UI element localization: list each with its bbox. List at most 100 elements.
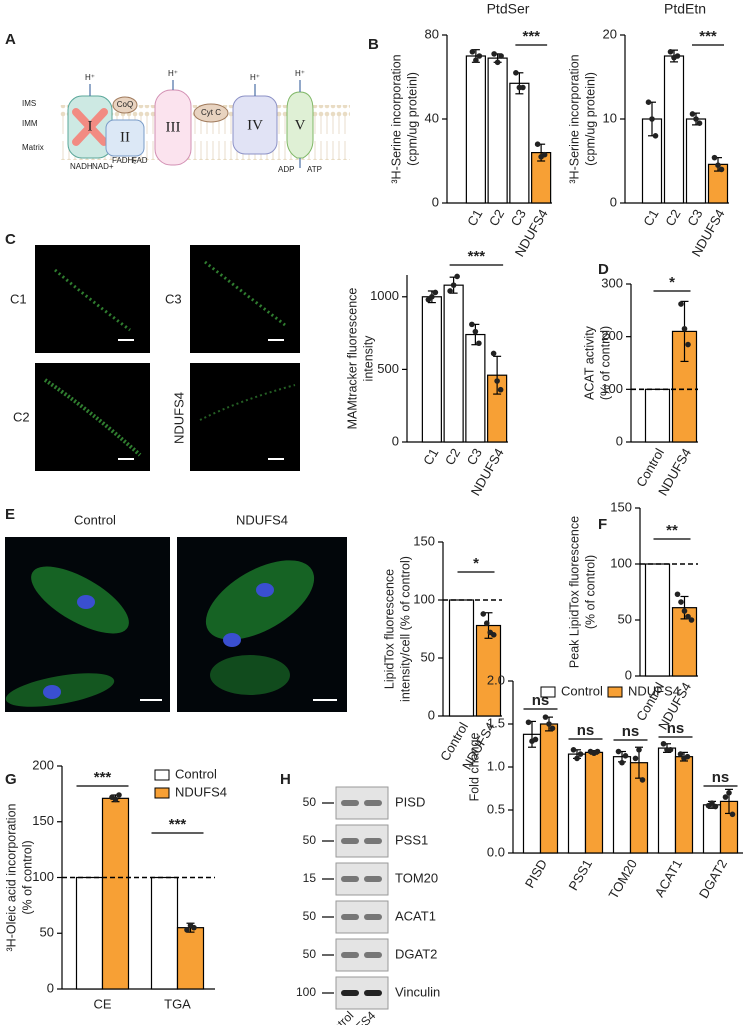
x-tick-label: C3: [684, 207, 705, 229]
y-axis-label: LipidTox fluorescence: [382, 569, 396, 689]
y-axis-label: (cpm/ug proteinl): [583, 72, 597, 166]
y-tick-label: 500: [377, 361, 399, 376]
lane-label: Control: [319, 1008, 356, 1025]
y-axis-label: Fold change: [467, 733, 481, 802]
region-label: Matrix: [22, 143, 44, 152]
band: [364, 876, 382, 882]
substrate-label: FAD: [132, 156, 148, 165]
image-label: NDUFS4: [236, 512, 288, 527]
bar: [465, 55, 486, 204]
band: [341, 800, 359, 806]
data-point: [520, 84, 526, 91]
data-point: [681, 325, 688, 332]
x-tick-label: DGAT2: [696, 857, 730, 901]
micrograph: [35, 245, 150, 353]
bar: [150, 876, 179, 990]
protein-label: PSS1: [395, 832, 428, 847]
signal: [43, 378, 142, 457]
data-point: [639, 777, 646, 783]
data-point: [667, 49, 674, 55]
western-blot: PISD 50 PSS1 50 TOM20 15 ACAT1 50 DGAT2 50 Vinculi…: [296, 786, 440, 1025]
y-axis-label: Peak LipidTox fluorescence: [567, 516, 581, 668]
data-point: [689, 111, 696, 117]
data-point: [667, 747, 674, 753]
protein-label: TOM20: [395, 870, 438, 885]
data-point: [490, 350, 497, 357]
complex-v: [286, 91, 314, 159]
data-point: [116, 792, 122, 798]
y-tick-label: 2.0: [487, 672, 505, 687]
mw-label: 100: [296, 985, 316, 999]
data-point: [534, 141, 541, 147]
mw-label: 50: [303, 833, 317, 847]
y-axis-label: MAMtracker fluorescence: [345, 288, 359, 430]
x-tick-label: PISD: [522, 857, 550, 891]
bar: [509, 82, 530, 204]
y-tick-label: 0: [432, 194, 439, 209]
arrows: [89, 80, 301, 168]
substrate-label: FADH₂: [112, 156, 136, 165]
data-point: [677, 751, 684, 757]
bar: [176, 927, 205, 990]
data-point: [693, 116, 699, 122]
legend-label: Control: [561, 683, 603, 698]
mw-label: 15: [303, 871, 317, 885]
y-tick-label: 0: [428, 707, 435, 722]
data-point: [718, 166, 725, 173]
data-point: [712, 803, 719, 810]
x-tick-label: C1: [640, 207, 661, 229]
complex-ii: [105, 119, 145, 157]
micrograph: [190, 245, 300, 353]
panel-letter: E: [5, 506, 15, 523]
y-tick-label: 100: [413, 591, 435, 606]
inhibition-cross: [72, 108, 108, 146]
nucleus: [77, 595, 95, 609]
significance-label: ns: [622, 723, 640, 740]
y-tick-label: 100: [601, 381, 623, 396]
data-point: [494, 59, 501, 66]
significance-label: ***: [468, 248, 486, 265]
data-point: [674, 591, 681, 598]
data-point: [450, 282, 457, 288]
data-point: [660, 740, 667, 747]
band: [364, 952, 382, 958]
y-tick-label: 50: [421, 649, 435, 664]
legend-label: Control: [175, 766, 217, 781]
data-point: [549, 725, 556, 732]
proton-label: H⁺: [295, 69, 305, 78]
image-label: NDUFS4: [171, 392, 186, 444]
panel-letter: A: [5, 31, 16, 48]
band: [364, 838, 382, 844]
legend-label: NDUFS4: [628, 683, 680, 698]
data-point: [454, 273, 460, 280]
data-point: [447, 288, 453, 294]
substrate-label: ADP: [278, 165, 294, 174]
data-point: [476, 53, 483, 59]
data-point: [577, 751, 584, 757]
band: [341, 876, 359, 882]
y-tick-label: 0: [47, 980, 54, 995]
y-tick-label: 0: [616, 433, 623, 448]
y-tick-label: 1.0: [487, 758, 505, 773]
bar: [539, 723, 559, 854]
data-point: [532, 736, 539, 743]
bar-chart: ACAT activity (% of control)0100200300Con…: [582, 274, 698, 498]
data-point: [649, 116, 655, 122]
data-point: [480, 611, 487, 617]
band: [341, 990, 359, 996]
panel-letter: G: [5, 771, 17, 788]
coq: [112, 96, 138, 114]
x-tick-label: C1: [420, 446, 441, 468]
y-tick-label: 150: [32, 813, 54, 828]
bar-chart: PtdSer ³H-Serine incorporation (cpm/ug pro…: [389, 1, 552, 259]
data-point: [674, 53, 681, 59]
bar: [465, 333, 486, 443]
legend-swatch: [154, 769, 170, 781]
bar: [644, 563, 671, 677]
mw-label: 50: [303, 947, 317, 961]
data-point: [645, 99, 652, 105]
bar: [657, 747, 677, 854]
data-point: [491, 51, 497, 57]
x-tick-label: PSS1: [565, 857, 595, 893]
